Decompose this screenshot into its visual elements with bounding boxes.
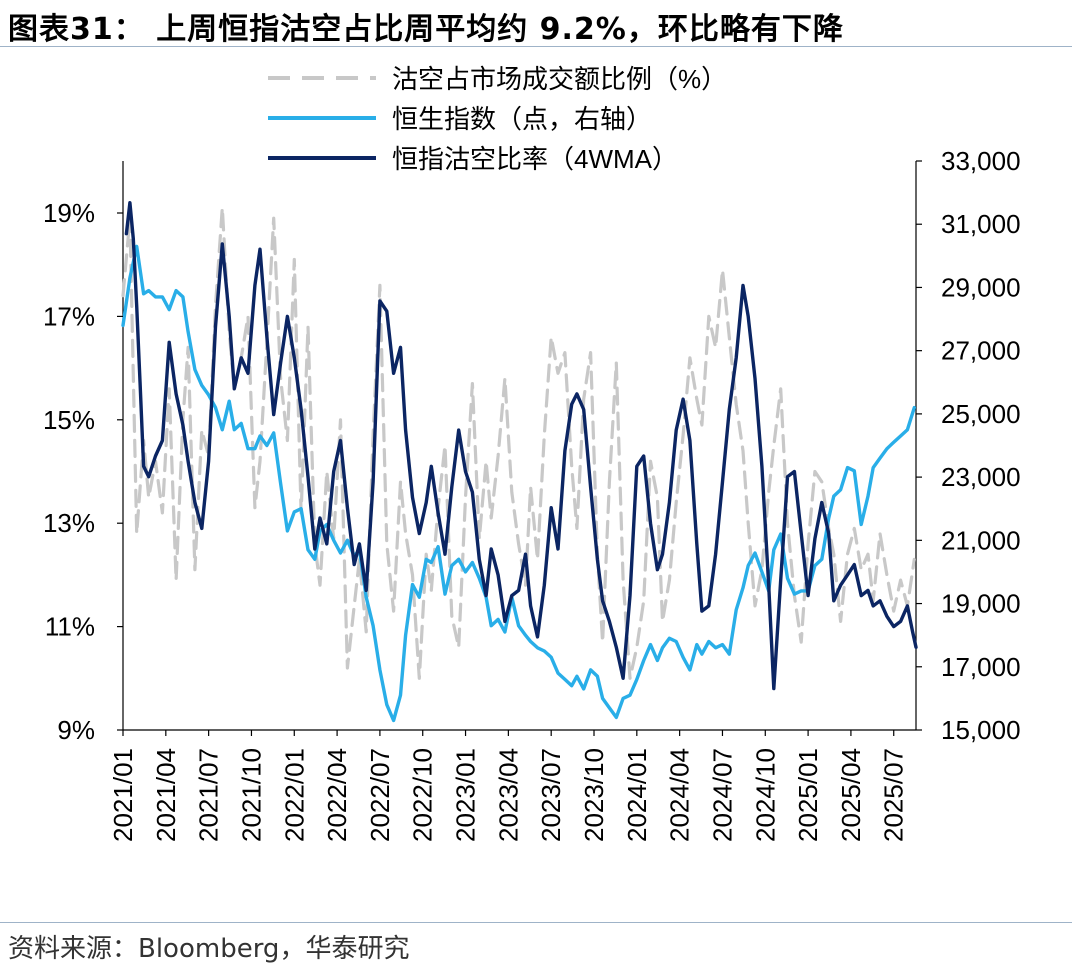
- legend: 沽空占市场成交额比例（%） 恒生指数（点，右轴） 恒指沽空比率（4WMA）: [268, 64, 727, 174]
- x-tick-label: 2021/01: [108, 748, 138, 842]
- right-tick-label: 29,000: [941, 272, 1021, 302]
- left-tick-label: 9%: [57, 715, 95, 745]
- right-tick-label: 23,000: [941, 462, 1021, 492]
- x-tick-label: 2024/04: [665, 748, 695, 842]
- left-tick-label: 15%: [43, 405, 95, 435]
- axis-lines: [122, 161, 917, 731]
- x-tick-label: 2023/01: [451, 748, 481, 842]
- chart-title: 图表31： 上周恒指沽空占比周平均约 9.2%，环比略有下降: [8, 12, 844, 47]
- x-tick-label: 2025/07: [879, 748, 909, 842]
- source-divider: [0, 922, 1072, 923]
- left-tick-label: 17%: [43, 301, 95, 331]
- right-axis: 15,000 17,000 19,000 21,000 23,000 25,000 27,0…: [916, 146, 1021, 745]
- x-tick-label: 2023/04: [493, 748, 523, 842]
- source-note: 资料来源：Bloomberg，华泰研究: [8, 934, 410, 964]
- legend-label-3: 恒指沽空比率（4WMA）: [392, 144, 678, 174]
- series-line-3: [124, 200, 918, 691]
- x-tick-label: 2021/07: [194, 748, 224, 842]
- x-tick-label: 2021/10: [237, 748, 267, 842]
- series-line-1: [121, 206, 916, 680]
- left-axis: 9% 11% 13% 15% 17% 19%: [43, 198, 123, 745]
- x-tick-label: 2025/01: [793, 748, 823, 842]
- right-tick-label: 31,000: [941, 209, 1021, 239]
- right-tick-label: 19,000: [941, 589, 1021, 619]
- x-tick-label: 2025/04: [836, 748, 866, 842]
- right-tick-label: 33,000: [941, 146, 1021, 176]
- legend-label-2: 恒生指数（点，右轴）: [392, 104, 652, 134]
- right-tick-label: 27,000: [941, 336, 1021, 366]
- x-tick-label: 2023/07: [536, 748, 566, 842]
- x-tick-label: 2022/04: [322, 748, 352, 842]
- series-layer: [121, 200, 918, 723]
- right-tick-label: 15,000: [941, 715, 1021, 745]
- chart: 9% 11% 13% 15% 17% 19% 15,000 17,000 19,000 21,0…: [43, 64, 1021, 842]
- right-tick-label: 25,000: [941, 399, 1021, 429]
- x-axis: 2021/01 2021/04 2021/07 2021/10 2022/01 2022/…: [108, 730, 909, 842]
- x-tick-label: 2024/10: [750, 748, 780, 842]
- x-tick-label: 2022/10: [408, 748, 438, 842]
- x-tick-label: 2024/07: [708, 748, 738, 842]
- title-divider: [0, 46, 1072, 47]
- right-tick-label: 17,000: [941, 652, 1021, 682]
- right-tick-label: 21,000: [941, 525, 1021, 555]
- x-tick-label: 2022/01: [279, 748, 309, 842]
- x-tick-label: 2024/01: [622, 748, 652, 842]
- x-tick-label: 2022/07: [365, 748, 395, 842]
- series-line-2: [121, 244, 916, 723]
- x-tick-label: 2023/10: [579, 748, 609, 842]
- left-tick-label: 19%: [43, 198, 95, 228]
- legend-label-1: 沽空占市场成交额比例（%）: [392, 64, 727, 94]
- left-tick-label: 11%: [45, 612, 95, 642]
- left-tick-label: 13%: [43, 508, 95, 538]
- x-tick-label: 2021/04: [151, 748, 181, 842]
